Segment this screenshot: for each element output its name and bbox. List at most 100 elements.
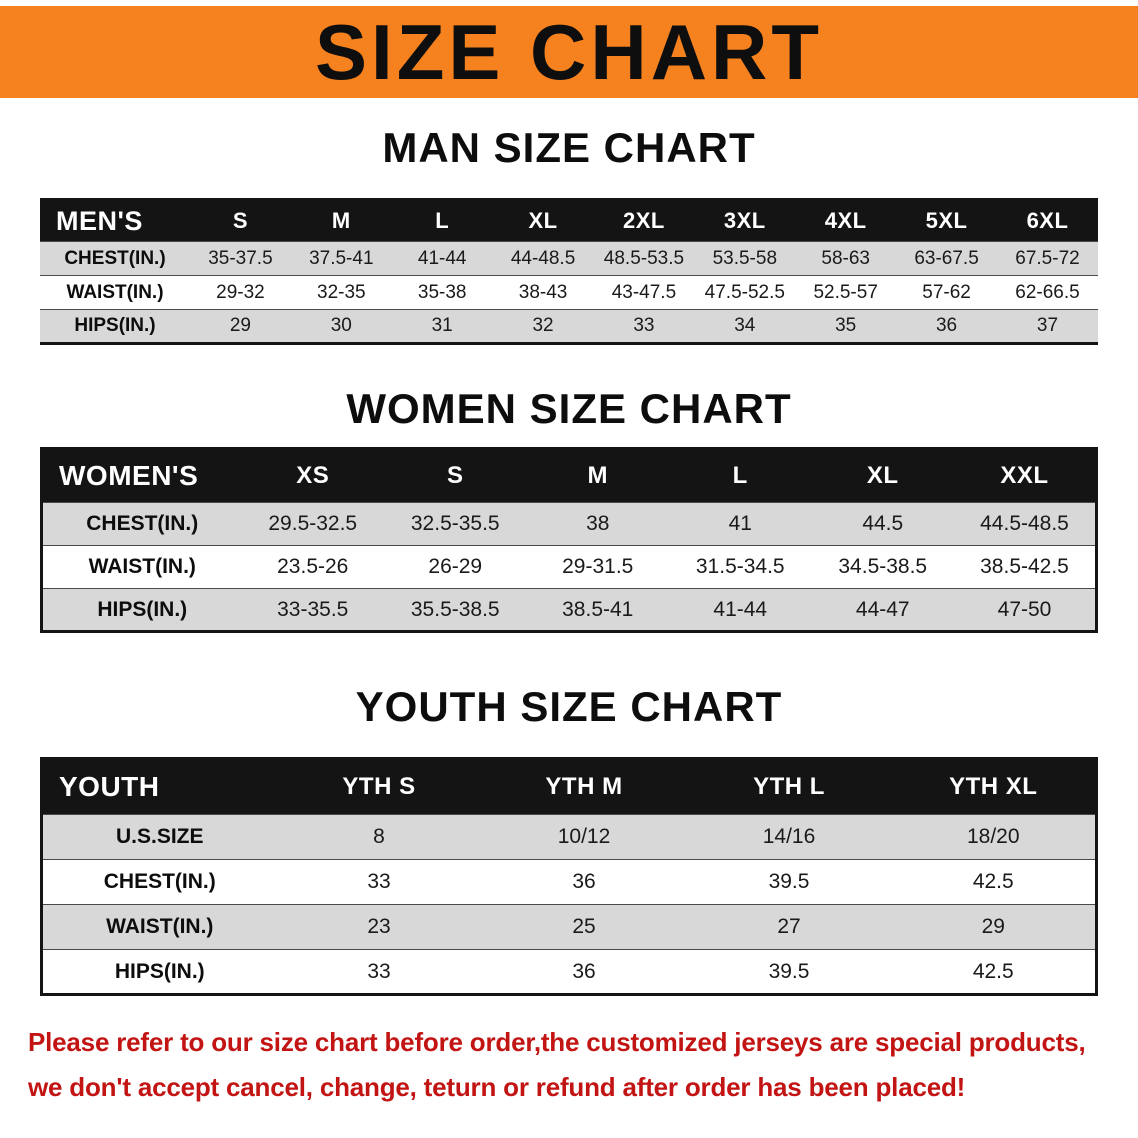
measurement-value: 31.5-34.5 bbox=[695, 555, 785, 578]
measurement-value: 47-50 bbox=[997, 597, 1052, 621]
size-column-header: M bbox=[526, 448, 669, 503]
measurement-value: 31 bbox=[431, 315, 453, 336]
measurement-value: 39.5 bbox=[768, 870, 810, 893]
measurement-label: HIPS(IN.) bbox=[114, 959, 205, 983]
measurement-value: 43-47.5 bbox=[611, 281, 677, 303]
measurement-value: 8 bbox=[373, 825, 385, 848]
measurement-label: CHEST(IN.) bbox=[64, 247, 166, 269]
measurement-row: HIPS(IN.) 33 36 39.5 42.5 bbox=[41, 949, 1097, 995]
size-column-header: S bbox=[190, 199, 291, 242]
measurement-value: 62-66.5 bbox=[1015, 281, 1080, 303]
measurement-value: 18/20 bbox=[966, 825, 1020, 848]
measurement-value: 44.5 bbox=[862, 512, 904, 535]
measurement-value: 29-31.5 bbox=[562, 555, 634, 578]
measurement-label: U.S.SIZE bbox=[115, 825, 204, 848]
measurement-value: 29.5-32.5 bbox=[268, 512, 358, 535]
measurement-value: 34 bbox=[734, 315, 756, 336]
size-column-header: 6XL bbox=[997, 199, 1098, 242]
size-column-header: 3XL bbox=[694, 199, 796, 242]
notice-line-1: Please refer to our size chart before or… bbox=[28, 1027, 1086, 1057]
women-size-table: WOMEN'S XS S M L XL XXL CHEST(IN.) 29.5-32.5 32.5… bbox=[40, 447, 1098, 633]
youth-section-heading: YOUTH SIZE CHART bbox=[355, 683, 783, 730]
measurement-value: 44.5-48.5 bbox=[980, 512, 1069, 535]
measurement-row: HIPS(IN.) 33-35.5 35.5-38.5 38.5-41 41-44 44-… bbox=[41, 588, 1097, 632]
size-column-header: YTH L bbox=[686, 758, 892, 815]
measurement-value: 33 bbox=[367, 870, 391, 893]
size-column-header: XXL bbox=[954, 448, 1097, 503]
measurement-label: CHEST(IN.) bbox=[103, 870, 216, 893]
measurement-label: WAIST(IN.) bbox=[106, 915, 214, 938]
measurement-value: 38 bbox=[586, 512, 610, 535]
measurement-row: WAIST(IN.) 23 25 27 29 bbox=[41, 904, 1097, 950]
men-size-table: MEN'S S M L XL 2XL 3XL 4XL 5XL 6XL CHEST(IN.) 35-37… bbox=[40, 198, 1098, 345]
measurement-value: 53.5-58 bbox=[712, 247, 778, 269]
measurement-value: 42.5 bbox=[972, 959, 1014, 983]
measurement-label: WAIST(IN.) bbox=[66, 281, 164, 303]
measurement-value: 33-35.5 bbox=[277, 597, 349, 621]
size-column-header: 2XL bbox=[593, 199, 695, 242]
measurement-value: 38.5-42.5 bbox=[980, 555, 1069, 578]
measurement-row: CHEST(IN.) 33 36 39.5 42.5 bbox=[41, 859, 1097, 905]
measurement-value: 29 bbox=[981, 915, 1005, 938]
measurement-value: 37.5-41 bbox=[309, 247, 374, 269]
measurement-value: 41-44 bbox=[417, 247, 467, 269]
women-size-section: WOMEN SIZE CHART WOMEN'S XS S M L XL XXL CHEST(… bbox=[0, 385, 1138, 633]
measurement-value: 32 bbox=[532, 315, 554, 336]
measurement-value: 35-38 bbox=[417, 281, 467, 303]
measurement-value: 35-37.5 bbox=[208, 247, 273, 269]
measurement-label: HIPS(IN.) bbox=[74, 315, 156, 336]
notice-line-2: we don't accept cancel, change, teturn o… bbox=[28, 1072, 966, 1102]
table-header-row: MEN'S S M L XL 2XL 3XL 4XL 5XL 6XL bbox=[40, 199, 1098, 242]
measurement-value: 32.5-35.5 bbox=[410, 512, 500, 535]
measurement-value: 47.5-52.5 bbox=[704, 281, 785, 303]
measurement-row: U.S.SIZE 8 10/12 14/16 18/20 bbox=[41, 814, 1097, 860]
size-column-header: YTH M bbox=[481, 758, 687, 815]
measurement-row: CHEST(IN.) 29.5-32.5 32.5-35.5 38 41 44.5 44.5… bbox=[41, 502, 1097, 546]
measurement-value: 29-32 bbox=[216, 281, 265, 303]
measurement-value: 36 bbox=[935, 315, 958, 336]
measurement-value: 38-43 bbox=[518, 281, 568, 303]
size-column-header: XL bbox=[811, 448, 954, 503]
measurement-value: 37 bbox=[1036, 315, 1059, 336]
size-column-header: L bbox=[391, 199, 493, 242]
measurement-value: 35.5-38.5 bbox=[410, 597, 500, 621]
men-size-section: MAN SIZE CHART MEN'S S M L XL 2XL 3XL 4XL 5XL 6XL… bbox=[0, 124, 1138, 345]
measurement-value: 10/12 bbox=[557, 825, 611, 848]
measurement-value: 26-29 bbox=[428, 555, 483, 578]
size-column-header: XS bbox=[241, 448, 384, 503]
measurement-value: 41 bbox=[728, 512, 752, 535]
measurement-row: HIPS(IN.) 29 30 31 32 33 34 35 36 37 bbox=[40, 309, 1098, 344]
measurement-value: 25 bbox=[572, 915, 596, 938]
table-title-cell: MEN'S bbox=[40, 199, 190, 242]
footer-notice: Please refer to our size chart before or… bbox=[0, 1020, 1138, 1110]
measurement-value: 30 bbox=[330, 315, 352, 336]
table-header-row: YOUTH YTH S YTH M YTH L YTH XL bbox=[41, 758, 1097, 815]
page-title: SIZE CHART bbox=[315, 8, 823, 96]
measurement-value: 41-44 bbox=[713, 597, 768, 621]
measurement-value: 36 bbox=[572, 870, 596, 893]
measurement-value: 67.5-72 bbox=[1015, 247, 1080, 269]
measurement-row: WAIST(IN.) 29-32 32-35 35-38 38-43 43-47.5 47.… bbox=[40, 275, 1098, 310]
measurement-value: 14/16 bbox=[762, 825, 816, 848]
table-header-row: WOMEN'S XS S M L XL XXL bbox=[41, 448, 1097, 503]
measurement-value: 42.5 bbox=[972, 870, 1014, 893]
measurement-value: 57-62 bbox=[922, 281, 971, 303]
measurement-row: WAIST(IN.) 23.5-26 26-29 29-31.5 31.5-34.5 34… bbox=[41, 545, 1097, 589]
size-column-header: XL bbox=[492, 199, 594, 242]
banner: SIZE CHART bbox=[0, 6, 1138, 98]
measurement-value: 27 bbox=[777, 915, 801, 938]
women-section-heading: WOMEN SIZE CHART bbox=[346, 385, 792, 432]
size-column-header: M bbox=[290, 199, 392, 242]
measurement-value: 36 bbox=[572, 959, 596, 983]
size-column-header: YTH XL bbox=[891, 758, 1097, 815]
measurement-value: 29 bbox=[229, 315, 251, 336]
measurement-value: 33 bbox=[367, 959, 391, 983]
table-title-cell: WOMEN'S bbox=[41, 448, 242, 503]
size-column-header: S bbox=[384, 448, 527, 503]
measurement-value: 44-47 bbox=[855, 597, 910, 621]
size-column-header: YTH S bbox=[276, 758, 482, 815]
measurement-value: 44-48.5 bbox=[510, 247, 576, 269]
measurement-label: HIPS(IN.) bbox=[97, 597, 188, 621]
size-column-header: 5XL bbox=[896, 199, 997, 242]
measurement-value: 52.5-57 bbox=[813, 281, 878, 303]
